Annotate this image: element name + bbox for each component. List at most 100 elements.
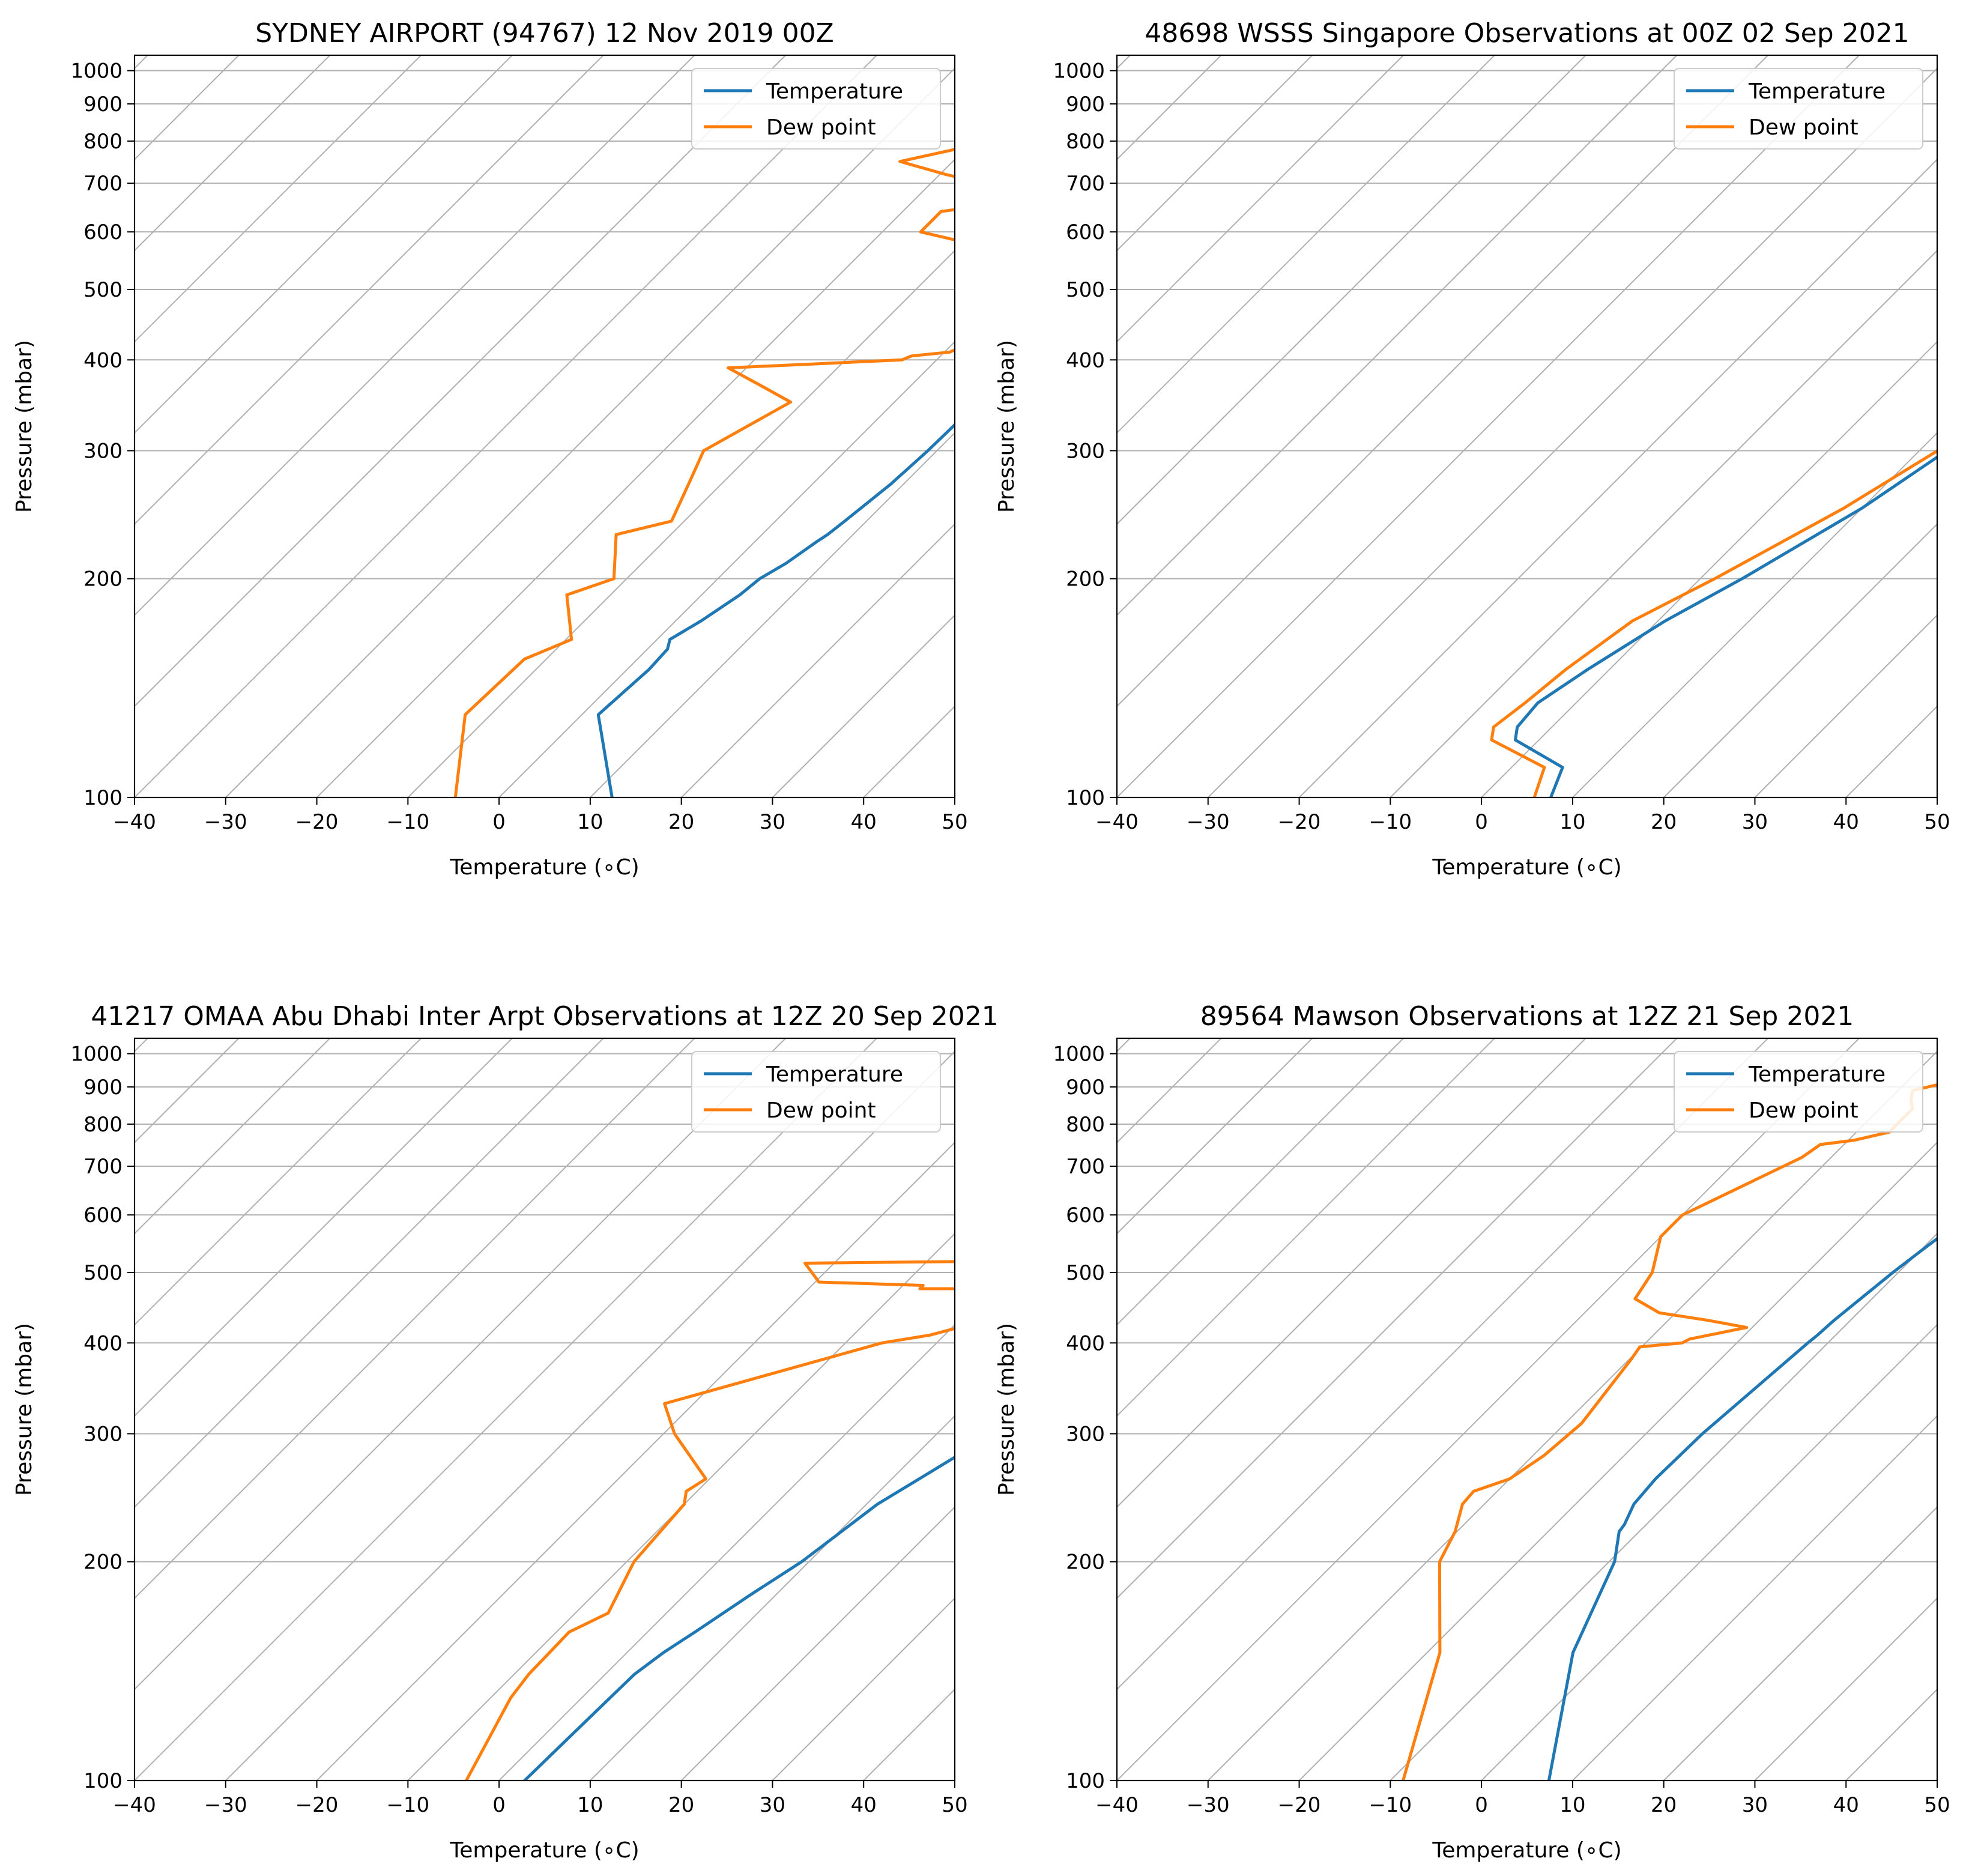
x-tick-label: 50 [942,1793,967,1817]
x-tick-label: 0 [1475,1793,1488,1817]
isotherm-gridline [1390,249,1937,797]
isotherm-gridline [590,432,955,797]
isotherm-gridline [1481,340,1937,797]
legend-temperature-label: Temperature [766,1062,903,1087]
series-lines [1490,449,1937,797]
legend-dewpoint-label: Dew point [1749,115,1859,140]
plot-frame [1116,54,1938,799]
dewpoint-line [465,1260,955,1781]
isotherm-gridline [135,1038,331,1235]
isotherm-gridline [772,614,955,797]
x-tick-label: −30 [1187,1793,1230,1817]
y-tick-label: 800 [1066,1113,1105,1137]
isotherm-gridline [1208,1050,1937,1781]
y-tick-label: 300 [1066,440,1105,464]
y-tick-label: 200 [1066,1551,1105,1575]
isotherm-gridline [135,1038,786,1690]
isotherm-gridline [135,55,786,707]
isotherm-gridline [135,1038,513,1417]
plot-frame [133,1037,956,1782]
y-tick-label: 400 [83,348,122,372]
chart-title: 89564 Mawson Observations at 12Z 21 Sep … [1200,1001,1854,1032]
grid-lines [205,1038,1972,1781]
y-tick-label: 800 [83,1113,122,1137]
isotherm-gridline [1937,55,1972,797]
isotherm-gridline [316,1142,955,1781]
x-tick-label: 30 [1742,810,1768,834]
isotherm-gridline [1117,55,1404,343]
y-tick-label: 100 [1066,1769,1105,1793]
y-tick-label: 200 [1066,567,1105,592]
y-tick-label: 100 [1066,786,1105,810]
isotherm-gridline [954,1779,955,1781]
x-axis-label: Temperature (∘C) [1432,855,1621,880]
series-lines [453,148,955,797]
legend-box [691,1051,941,1133]
isotherm-gridline [225,1050,955,1781]
dewpoint-line [453,148,955,797]
x-tick-label: 40 [851,1793,877,1817]
isotherm-gridline [680,1506,955,1781]
legend-temperature-label: Temperature [766,79,903,104]
chart-title: 48698 WSSS Singapore Observations at 00Z… [1145,18,1909,49]
x-tick-label: 50 [1924,1793,1950,1817]
isotherm-gridline [863,705,955,797]
x-tick-label: −20 [1278,1793,1321,1817]
x-tick-label: −40 [1095,810,1139,834]
isotherm-gridline [1754,614,1937,797]
y-tick-label: 400 [1066,1331,1105,1355]
y-tick-label: 700 [1066,172,1105,196]
x-tick-label: 0 [492,810,506,834]
isotherm-gridline [1481,1324,1937,1781]
x-tick-label: −40 [1095,1793,1139,1817]
isotherm-gridline [863,1688,955,1781]
y-tick-label: 200 [83,567,122,592]
isotherm-gridline [1117,55,1860,797]
isotherm-gridline [1208,67,1937,797]
y-tick-label: 500 [1066,1261,1105,1285]
y-tick-label: 300 [83,440,122,464]
y-ticks: 100 200 300 400 500 600 700 800 900 1000 [70,59,135,810]
x-tick-label: 10 [1559,1793,1585,1817]
sounding-panel-abu-dhabi: −40 −30 −20 −10 0 10 20 30 40 50 1002003004005006… [12,1001,1788,1863]
y-tick-label: 1000 [1053,1042,1105,1067]
y-tick-label: 600 [83,220,122,244]
isotherm-gridline [1117,1038,1768,1690]
plot-frame [133,54,956,799]
x-tick-label: 10 [1559,810,1585,834]
isotherm-gridline [1117,55,1313,252]
isotherm-gridline [1117,1038,1404,1326]
y-tick-label: 100 [83,786,122,810]
isotherm-gridline [1754,1597,1937,1781]
x-ticks: −40 −30 −20 −10 0 10 20 30 40 50 [1095,797,1950,834]
isotherm-gridline [1117,55,1495,434]
x-tick-label: 50 [1924,810,1950,834]
isotherm-gridline [1937,1038,1972,1781]
x-tick-label: −10 [386,810,429,834]
isotherm-gridline [135,55,513,434]
x-tick-label: −40 [113,1793,156,1817]
x-tick-label: 30 [760,810,785,834]
y-tick-label: 500 [83,1261,122,1285]
isotherm-gridline [1298,159,1937,797]
isotherm-gridline [1663,523,1937,797]
legend-temperature-label: Temperature [1748,79,1886,104]
x-tick-label: 10 [577,1793,603,1817]
isotherm-gridline [205,1038,948,1781]
grid-lines [135,55,955,797]
isotherm-gridline [1117,1038,1222,1143]
isotherm-gridline [1046,1038,1788,1781]
x-tick-label: −30 [1187,810,1230,834]
isotherm-gridline [498,340,955,797]
x-tick-label: 30 [1742,1793,1768,1817]
temperature-line [1514,455,1937,797]
y-tick-label: 1000 [70,1042,122,1067]
isotherm-gridline [135,1038,422,1326]
legend-dewpoint-label: Dew point [766,115,876,140]
y-tick-label: 400 [1066,348,1105,372]
legend-temperature-label: Temperature [1748,1062,1886,1087]
isotherm-gridline [1117,1038,1495,1417]
isotherm-gridline [135,55,422,343]
isotherm-gridline [680,523,955,797]
